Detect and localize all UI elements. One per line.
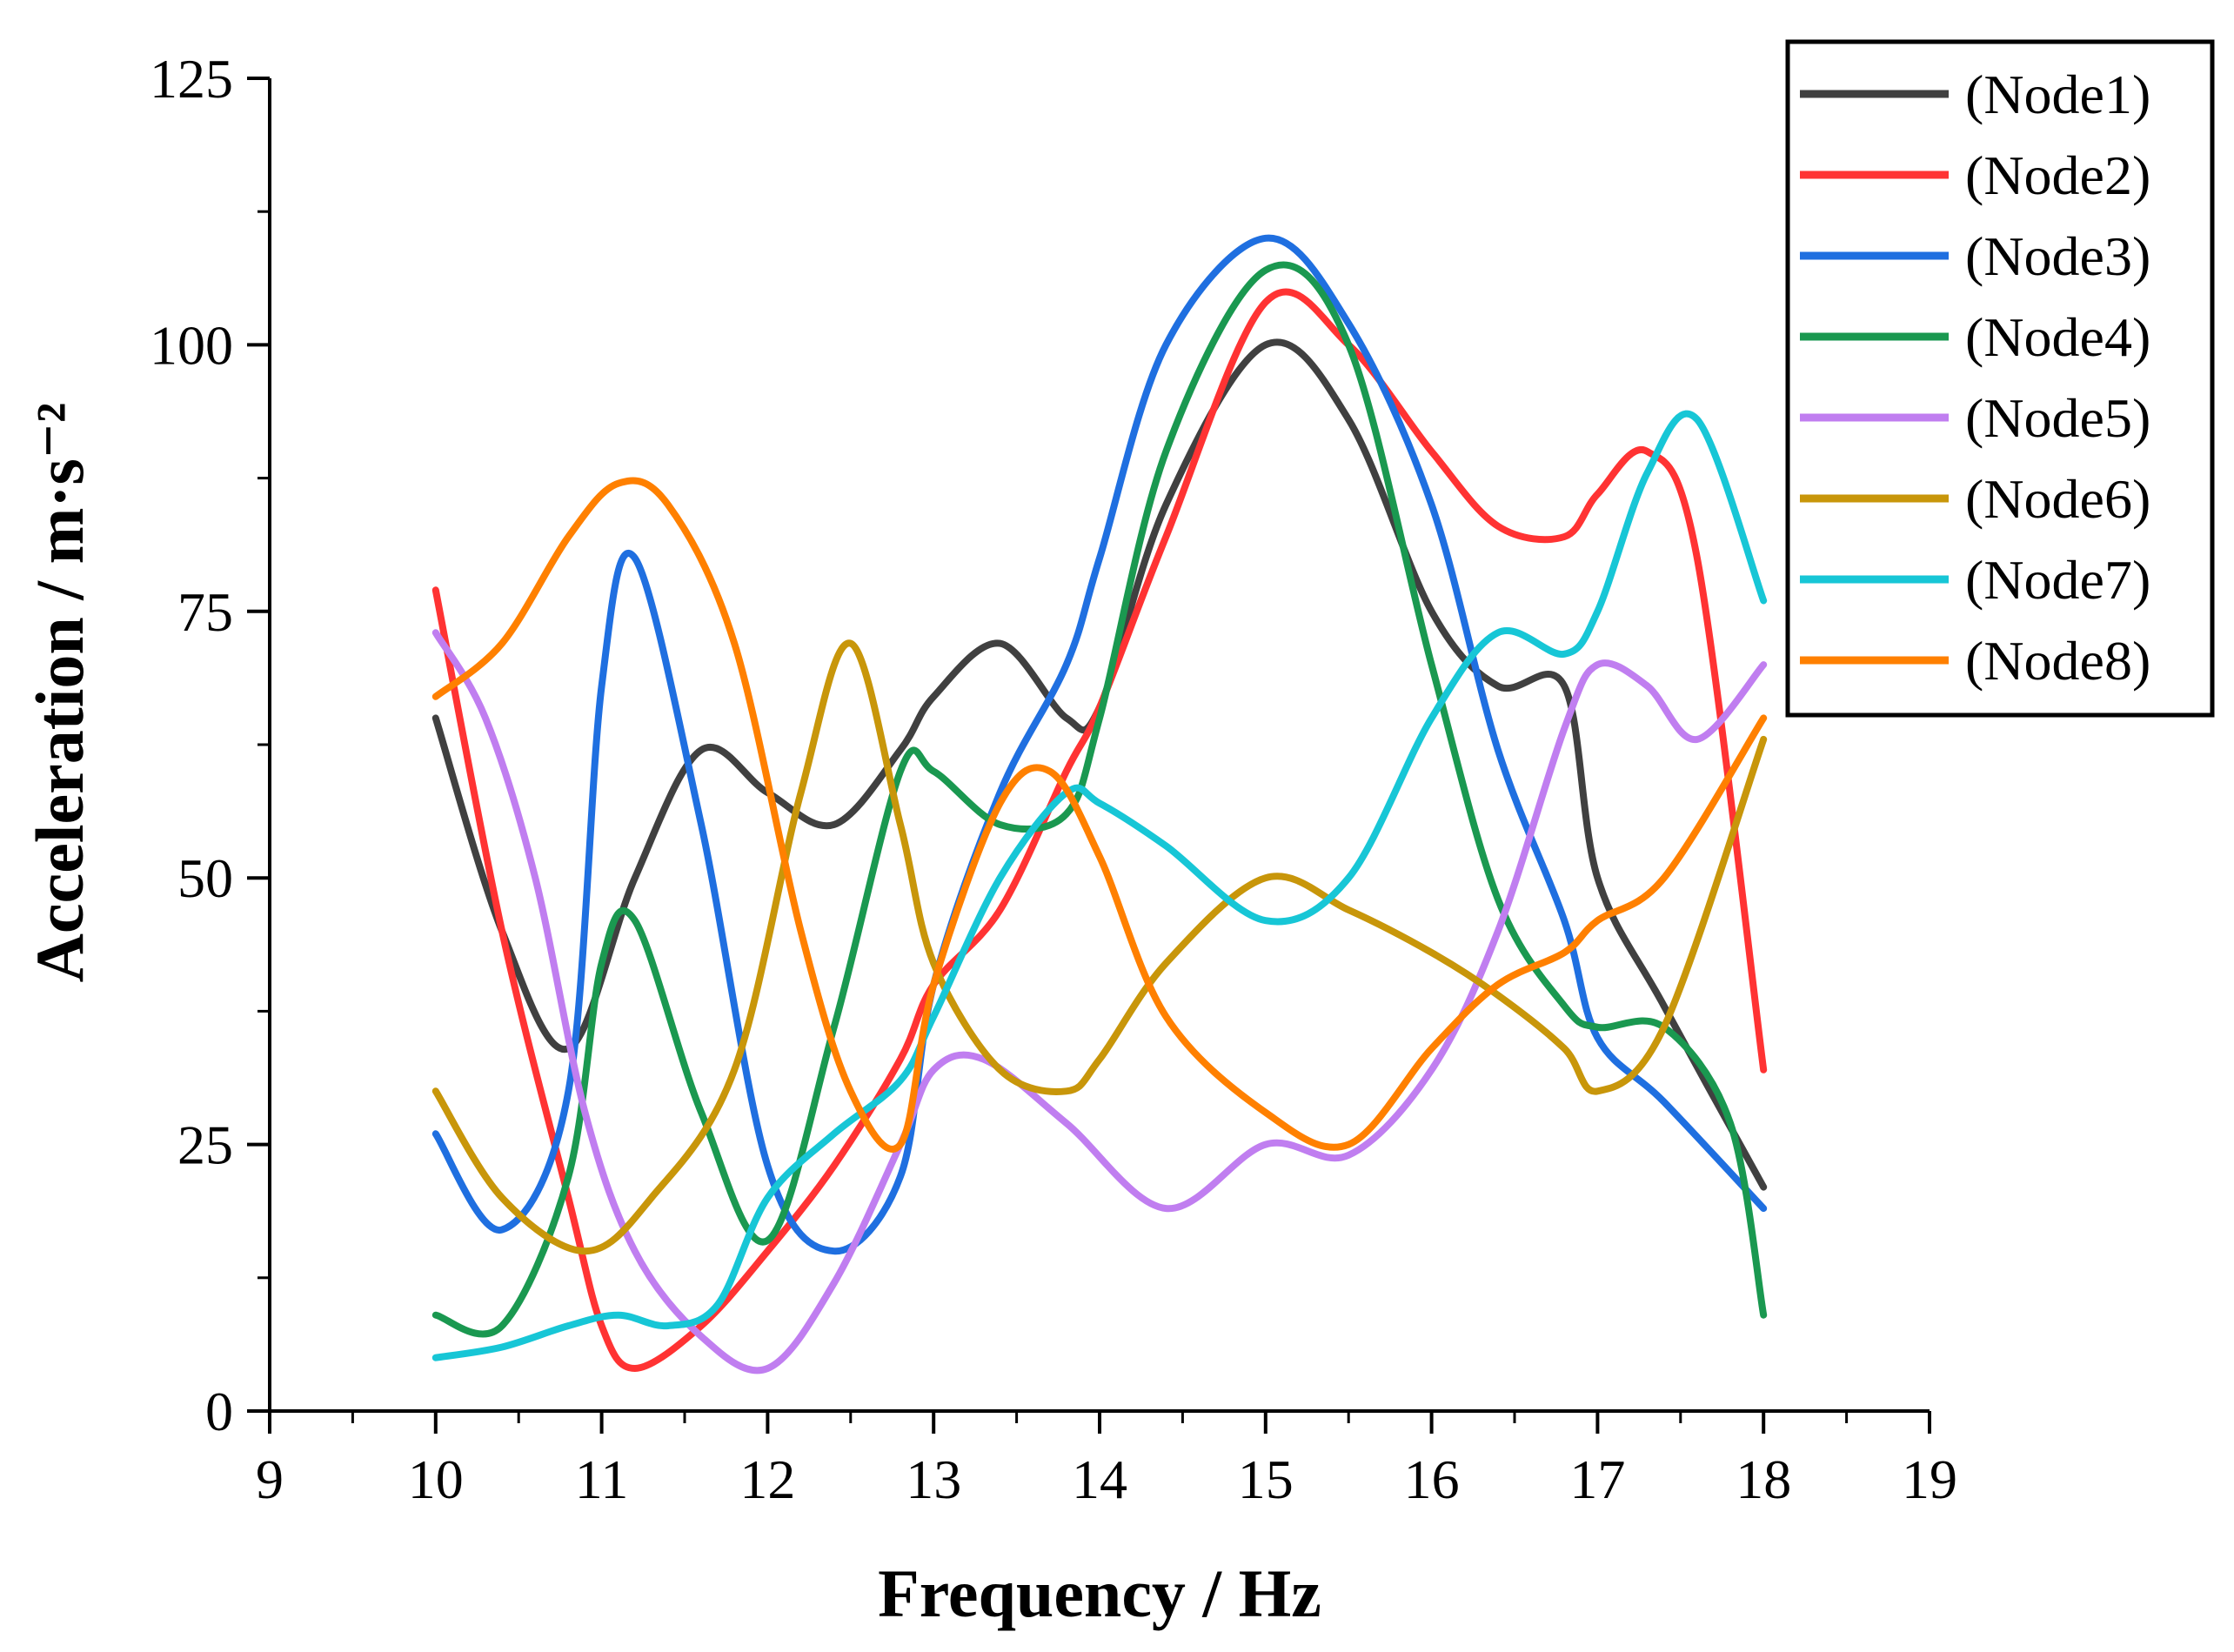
legend-label-node6: (Node6) [1965, 468, 2150, 530]
x-axis-title: Frequency / Hz [878, 1555, 1321, 1631]
y-tick-label: 75 [177, 581, 233, 643]
x-tick-label: 14 [1072, 1448, 1127, 1510]
x-tick-label: 15 [1238, 1448, 1294, 1510]
legend-label-node1: (Node1) [1965, 64, 2150, 125]
x-tick-label: 13 [906, 1448, 961, 1510]
legend-box [1785, 39, 2215, 718]
legend-label-node4: (Node4) [1965, 306, 2150, 368]
x-tick-label: 19 [1902, 1448, 1957, 1510]
series-line-node4 [431, 261, 1768, 1338]
legend: (Node1) (Node2) (Node3) (Node4) (Node5) (Node… [1785, 39, 2215, 718]
legend-label-node5: (Node5) [1965, 387, 2150, 449]
y-tick-label: 25 [177, 1114, 233, 1176]
series-line-node6 [431, 639, 1768, 1255]
x-tick-label: 9 [256, 1448, 284, 1510]
y-tick-label: 50 [177, 847, 233, 909]
y-tick-label: 125 [150, 48, 233, 110]
series-line-node3 [431, 234, 1768, 1255]
x-tick-label: 18 [1736, 1448, 1791, 1510]
series-line-node7 [431, 410, 1768, 1361]
y-axis-title: Acceleration / m·s⁻² [22, 403, 97, 983]
x-tick-label: 12 [739, 1448, 795, 1510]
series-line-node2 [431, 288, 1768, 1372]
axis-labels: 9 10 11 12 13 14 15 16 17 18 19 0 25 50 75 100 125 Freque… [22, 48, 1957, 1631]
legend-label-node8: (Node8) [1965, 630, 2150, 692]
series-lines [431, 234, 1768, 1374]
y-tick-label: 100 [150, 314, 233, 376]
x-tick-label: 11 [575, 1448, 629, 1510]
axes [247, 77, 1931, 1434]
legend-label-node3: (Node3) [1965, 225, 2150, 287]
series-line-node8 [431, 477, 1768, 1153]
x-tick-label: 17 [1569, 1448, 1625, 1510]
y-tick-label: 0 [205, 1381, 233, 1442]
x-tick-label: 10 [408, 1448, 464, 1510]
legend-label-node7: (Node7) [1965, 549, 2150, 611]
x-tick-label: 16 [1404, 1448, 1460, 1510]
legend-label-node2: (Node2) [1965, 144, 2150, 206]
